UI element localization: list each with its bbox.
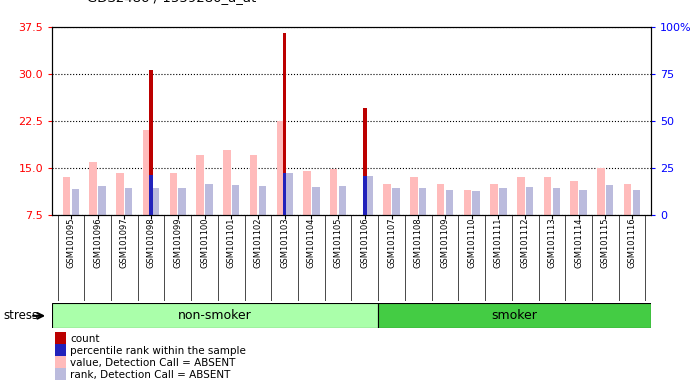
Bar: [365, 177, 373, 215]
Bar: [553, 188, 560, 215]
Bar: [571, 180, 578, 215]
Bar: [72, 189, 79, 215]
Bar: [285, 173, 293, 215]
Bar: [55, 344, 66, 358]
Text: GSM101100: GSM101100: [200, 218, 209, 268]
Text: GSM101111: GSM101111: [494, 218, 503, 268]
Bar: [223, 151, 230, 215]
Bar: [143, 131, 150, 215]
Text: GSM101105: GSM101105: [333, 218, 342, 268]
Bar: [633, 190, 640, 215]
Bar: [597, 168, 605, 215]
Bar: [378, 303, 651, 328]
Bar: [499, 188, 507, 215]
Bar: [303, 171, 310, 215]
Text: GSM101108: GSM101108: [414, 218, 422, 268]
Text: GSM101112: GSM101112: [521, 218, 530, 268]
Text: GSM101101: GSM101101: [227, 218, 236, 268]
Bar: [178, 188, 186, 215]
Text: GSM101104: GSM101104: [307, 218, 316, 268]
Bar: [363, 177, 367, 215]
Bar: [52, 303, 378, 328]
Text: GSM101114: GSM101114: [574, 218, 583, 268]
Text: GSM101102: GSM101102: [253, 218, 262, 268]
Bar: [579, 190, 587, 215]
Text: GSM101109: GSM101109: [441, 218, 450, 268]
Bar: [339, 186, 347, 215]
Bar: [150, 175, 153, 215]
Bar: [330, 169, 338, 215]
Bar: [196, 156, 204, 215]
Bar: [624, 184, 631, 215]
Bar: [445, 190, 453, 215]
Bar: [473, 190, 480, 215]
Bar: [55, 368, 66, 382]
Bar: [312, 187, 319, 215]
Bar: [276, 121, 284, 215]
Bar: [437, 184, 444, 215]
Text: percentile rank within the sample: percentile rank within the sample: [70, 346, 246, 356]
Text: GSM101095: GSM101095: [66, 218, 75, 268]
Text: stress: stress: [3, 310, 38, 322]
Text: GSM101107: GSM101107: [387, 218, 396, 268]
Text: GSM101110: GSM101110: [467, 218, 476, 268]
Bar: [283, 173, 287, 215]
Text: non-smoker: non-smoker: [178, 310, 252, 322]
Text: count: count: [70, 334, 100, 344]
Bar: [283, 33, 287, 215]
Bar: [383, 184, 391, 215]
Bar: [90, 162, 97, 215]
Bar: [63, 177, 70, 215]
Bar: [150, 70, 153, 215]
Bar: [152, 188, 159, 215]
Bar: [606, 185, 613, 215]
Text: GSM101096: GSM101096: [93, 218, 102, 268]
Bar: [205, 184, 213, 215]
Text: value, Detection Call = ABSENT: value, Detection Call = ABSENT: [70, 358, 235, 368]
Bar: [517, 177, 525, 215]
Bar: [98, 186, 106, 215]
Bar: [526, 187, 533, 215]
Text: GSM101099: GSM101099: [173, 218, 182, 268]
Bar: [544, 177, 551, 215]
Bar: [250, 156, 258, 215]
Bar: [232, 185, 239, 215]
Text: rank, Detection Call = ABSENT: rank, Detection Call = ABSENT: [70, 370, 230, 380]
Bar: [55, 332, 66, 346]
Bar: [490, 184, 498, 215]
Bar: [55, 356, 66, 370]
Text: smoker: smoker: [491, 310, 537, 322]
Text: GSM101103: GSM101103: [280, 218, 289, 268]
Text: GSM101106: GSM101106: [361, 218, 370, 268]
Text: GSM101113: GSM101113: [547, 218, 556, 268]
Bar: [393, 188, 400, 215]
Text: GSM101116: GSM101116: [628, 218, 637, 268]
Bar: [259, 186, 266, 215]
Text: GDS2486 / 1559280_a_at: GDS2486 / 1559280_a_at: [87, 0, 256, 4]
Bar: [125, 188, 132, 215]
Text: GSM101115: GSM101115: [601, 218, 610, 268]
Bar: [363, 108, 367, 215]
Bar: [464, 190, 471, 215]
Text: GSM101098: GSM101098: [147, 218, 156, 268]
Bar: [419, 188, 427, 215]
Bar: [170, 173, 177, 215]
Text: GSM101097: GSM101097: [120, 218, 129, 268]
Bar: [410, 177, 418, 215]
Bar: [116, 173, 124, 215]
